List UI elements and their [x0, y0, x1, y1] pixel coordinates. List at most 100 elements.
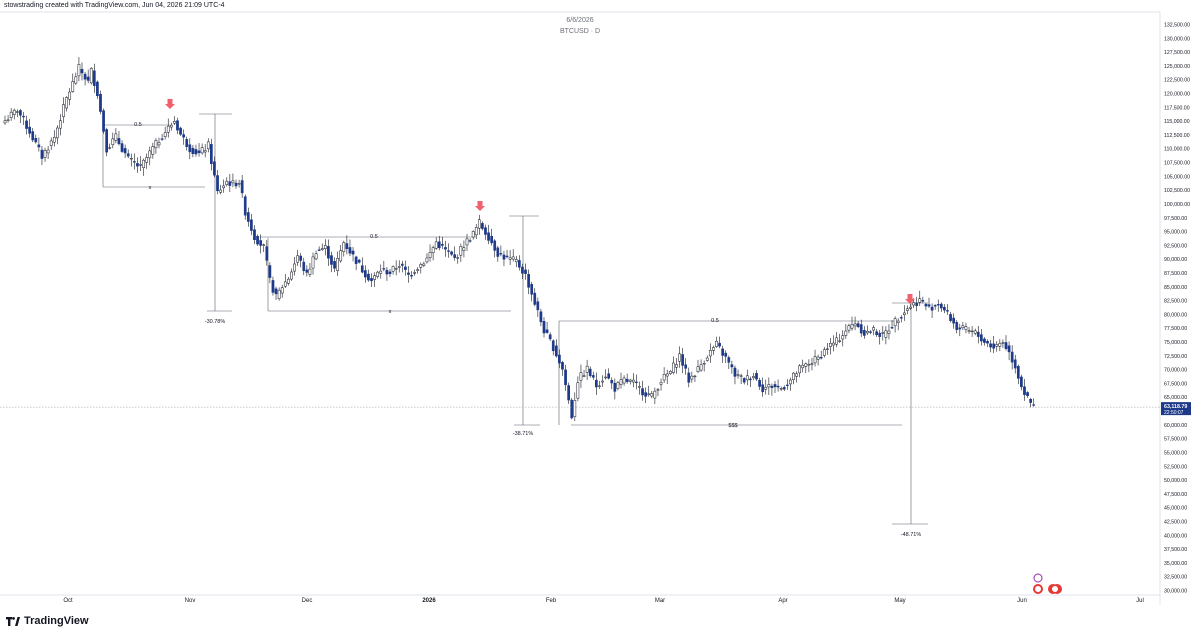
candle[interactable]: [853, 316, 857, 331]
candle[interactable]: [881, 325, 885, 341]
candle[interactable]: [43, 147, 47, 162]
candle[interactable]: [339, 244, 343, 263]
candle[interactable]: [345, 235, 349, 255]
candle[interactable]: [425, 253, 429, 264]
candle[interactable]: [782, 385, 786, 392]
candle[interactable]: [570, 397, 574, 420]
candle[interactable]: [92, 63, 96, 93]
candle[interactable]: [228, 173, 232, 193]
candle[interactable]: [327, 239, 330, 267]
candle[interactable]: [502, 250, 506, 267]
candle[interactable]: [564, 364, 567, 391]
candle[interactable]: [157, 137, 161, 149]
candle[interactable]: [970, 326, 974, 337]
candle[interactable]: [77, 57, 81, 82]
candle[interactable]: [465, 233, 469, 251]
candle[interactable]: [752, 372, 755, 380]
candle[interactable]: [727, 355, 731, 370]
candle[interactable]: [37, 137, 41, 152]
candle[interactable]: [111, 132, 115, 149]
candle[interactable]: [240, 174, 244, 198]
candle[interactable]: [197, 142, 201, 157]
candle[interactable]: [474, 224, 478, 240]
candle[interactable]: [838, 333, 842, 343]
candle[interactable]: [915, 296, 919, 312]
candle[interactable]: [12, 108, 16, 120]
candle[interactable]: [1016, 364, 1020, 385]
candle[interactable]: [370, 273, 373, 287]
candle[interactable]: [52, 130, 56, 147]
candle[interactable]: [681, 348, 684, 374]
candle[interactable]: [964, 322, 968, 334]
candle[interactable]: [906, 305, 909, 315]
candle[interactable]: [705, 355, 709, 362]
candle[interactable]: [129, 153, 133, 167]
candle[interactable]: [422, 261, 426, 268]
candle[interactable]: [514, 255, 518, 268]
candle[interactable]: [715, 336, 718, 348]
candle[interactable]: [792, 372, 795, 385]
candle[interactable]: [15, 109, 19, 118]
candle[interactable]: [160, 133, 164, 141]
candle[interactable]: [462, 240, 466, 258]
candle[interactable]: [847, 323, 851, 334]
candle[interactable]: [468, 238, 472, 243]
candle[interactable]: [613, 378, 617, 400]
candle[interactable]: [595, 372, 598, 396]
candle[interactable]: [210, 138, 213, 171]
candle[interactable]: [237, 179, 241, 188]
candle[interactable]: [829, 338, 832, 355]
candle[interactable]: [789, 377, 792, 391]
candle[interactable]: [336, 251, 339, 276]
candle[interactable]: [246, 207, 250, 227]
candle[interactable]: [487, 224, 490, 245]
candle[interactable]: [348, 239, 352, 257]
candle[interactable]: [554, 339, 558, 358]
candle[interactable]: [388, 268, 392, 278]
candle[interactable]: [163, 126, 167, 140]
candle[interactable]: [542, 317, 546, 338]
candle[interactable]: [481, 221, 484, 231]
candle[interactable]: [243, 194, 247, 220]
candle[interactable]: [527, 269, 530, 295]
candle[interactable]: [749, 376, 752, 387]
candle[interactable]: [1013, 354, 1017, 374]
candle[interactable]: [949, 311, 952, 323]
candle[interactable]: [3, 115, 7, 125]
candle[interactable]: [56, 125, 59, 145]
candle[interactable]: [684, 358, 688, 375]
candle[interactable]: [668, 369, 672, 376]
candle[interactable]: [59, 114, 62, 136]
candle[interactable]: [133, 153, 136, 170]
candle[interactable]: [536, 297, 540, 317]
candle[interactable]: [610, 377, 614, 390]
candle[interactable]: [444, 240, 447, 257]
candle[interactable]: [955, 320, 959, 334]
candle[interactable]: [34, 134, 38, 144]
candle[interactable]: [126, 149, 130, 159]
candle[interactable]: [896, 318, 900, 331]
candle[interactable]: [391, 265, 395, 275]
candle[interactable]: [96, 80, 99, 99]
candle[interactable]: [490, 228, 493, 246]
candle[interactable]: [142, 158, 145, 176]
candle[interactable]: [816, 354, 820, 366]
candle[interactable]: [832, 335, 835, 352]
candle[interactable]: [903, 305, 906, 321]
candle[interactable]: [259, 234, 262, 254]
candle[interactable]: [708, 343, 712, 363]
candle[interactable]: [397, 260, 401, 273]
candle[interactable]: [188, 138, 192, 160]
candle[interactable]: [739, 373, 743, 384]
candle[interactable]: [419, 262, 423, 274]
candle[interactable]: [518, 255, 521, 271]
candle[interactable]: [379, 264, 383, 279]
candle[interactable]: [102, 108, 105, 134]
candle[interactable]: [712, 345, 715, 355]
candle[interactable]: [693, 374, 697, 382]
candle[interactable]: [219, 184, 222, 195]
candle[interactable]: [992, 336, 996, 354]
candle[interactable]: [733, 365, 737, 385]
candle[interactable]: [320, 243, 324, 251]
candle[interactable]: [46, 145, 50, 159]
